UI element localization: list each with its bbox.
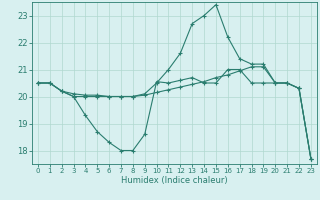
X-axis label: Humidex (Indice chaleur): Humidex (Indice chaleur) — [121, 176, 228, 185]
